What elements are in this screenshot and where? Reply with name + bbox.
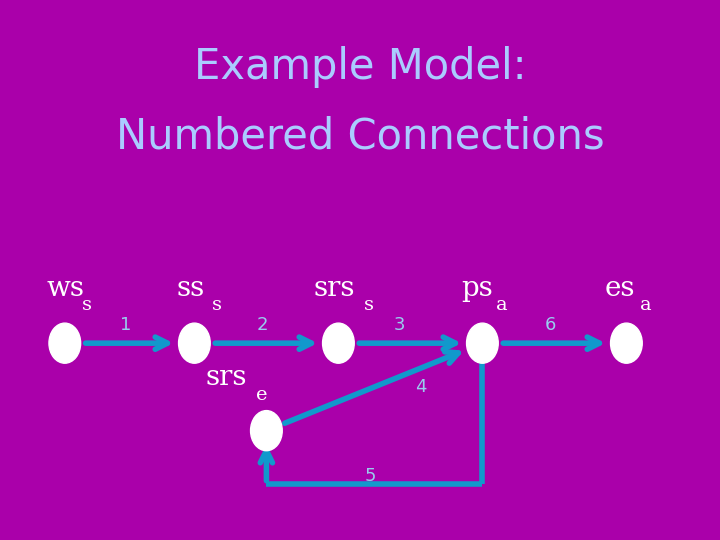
Text: 6: 6 [545, 316, 557, 334]
Ellipse shape [611, 323, 642, 363]
Ellipse shape [323, 323, 354, 363]
Text: es: es [605, 275, 635, 302]
Text: Example Model:: Example Model: [194, 46, 526, 87]
Text: s: s [212, 296, 222, 314]
Text: ss: ss [176, 275, 204, 302]
Text: a: a [640, 296, 652, 314]
Ellipse shape [49, 323, 81, 363]
Text: 3: 3 [394, 316, 405, 334]
Text: 2: 2 [257, 316, 269, 334]
Text: s: s [82, 296, 92, 314]
Text: 4: 4 [415, 378, 427, 396]
Text: ws: ws [47, 275, 85, 302]
Text: e: e [256, 386, 268, 404]
Ellipse shape [179, 323, 210, 363]
Text: s: s [364, 296, 374, 314]
Ellipse shape [467, 323, 498, 363]
Ellipse shape [251, 410, 282, 451]
Text: 5: 5 [365, 467, 377, 485]
Text: 1: 1 [120, 316, 132, 334]
Text: ps: ps [461, 275, 492, 302]
Text: srs: srs [205, 364, 247, 391]
Text: a: a [496, 296, 508, 314]
Text: Numbered Connections: Numbered Connections [116, 116, 604, 158]
Text: srs: srs [313, 275, 355, 302]
